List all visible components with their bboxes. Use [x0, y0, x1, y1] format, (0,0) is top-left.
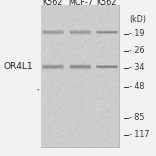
Text: - 34: - 34 [129, 63, 144, 72]
Text: - 85: - 85 [129, 113, 144, 122]
Bar [41, 5, 119, 147]
Text: - 117: - 117 [129, 130, 149, 139]
Text: MCF-7: MCF-7 [68, 0, 93, 7]
Text: K562: K562 [42, 0, 62, 7]
Text: - 26: - 26 [129, 46, 144, 55]
Text: OR4L1: OR4L1 [3, 62, 33, 71]
Text: - 19: - 19 [129, 29, 144, 38]
Text: - 48: - 48 [129, 82, 144, 91]
Text: (kD): (kD) [129, 15, 146, 24]
Text: K562: K562 [97, 0, 117, 7]
